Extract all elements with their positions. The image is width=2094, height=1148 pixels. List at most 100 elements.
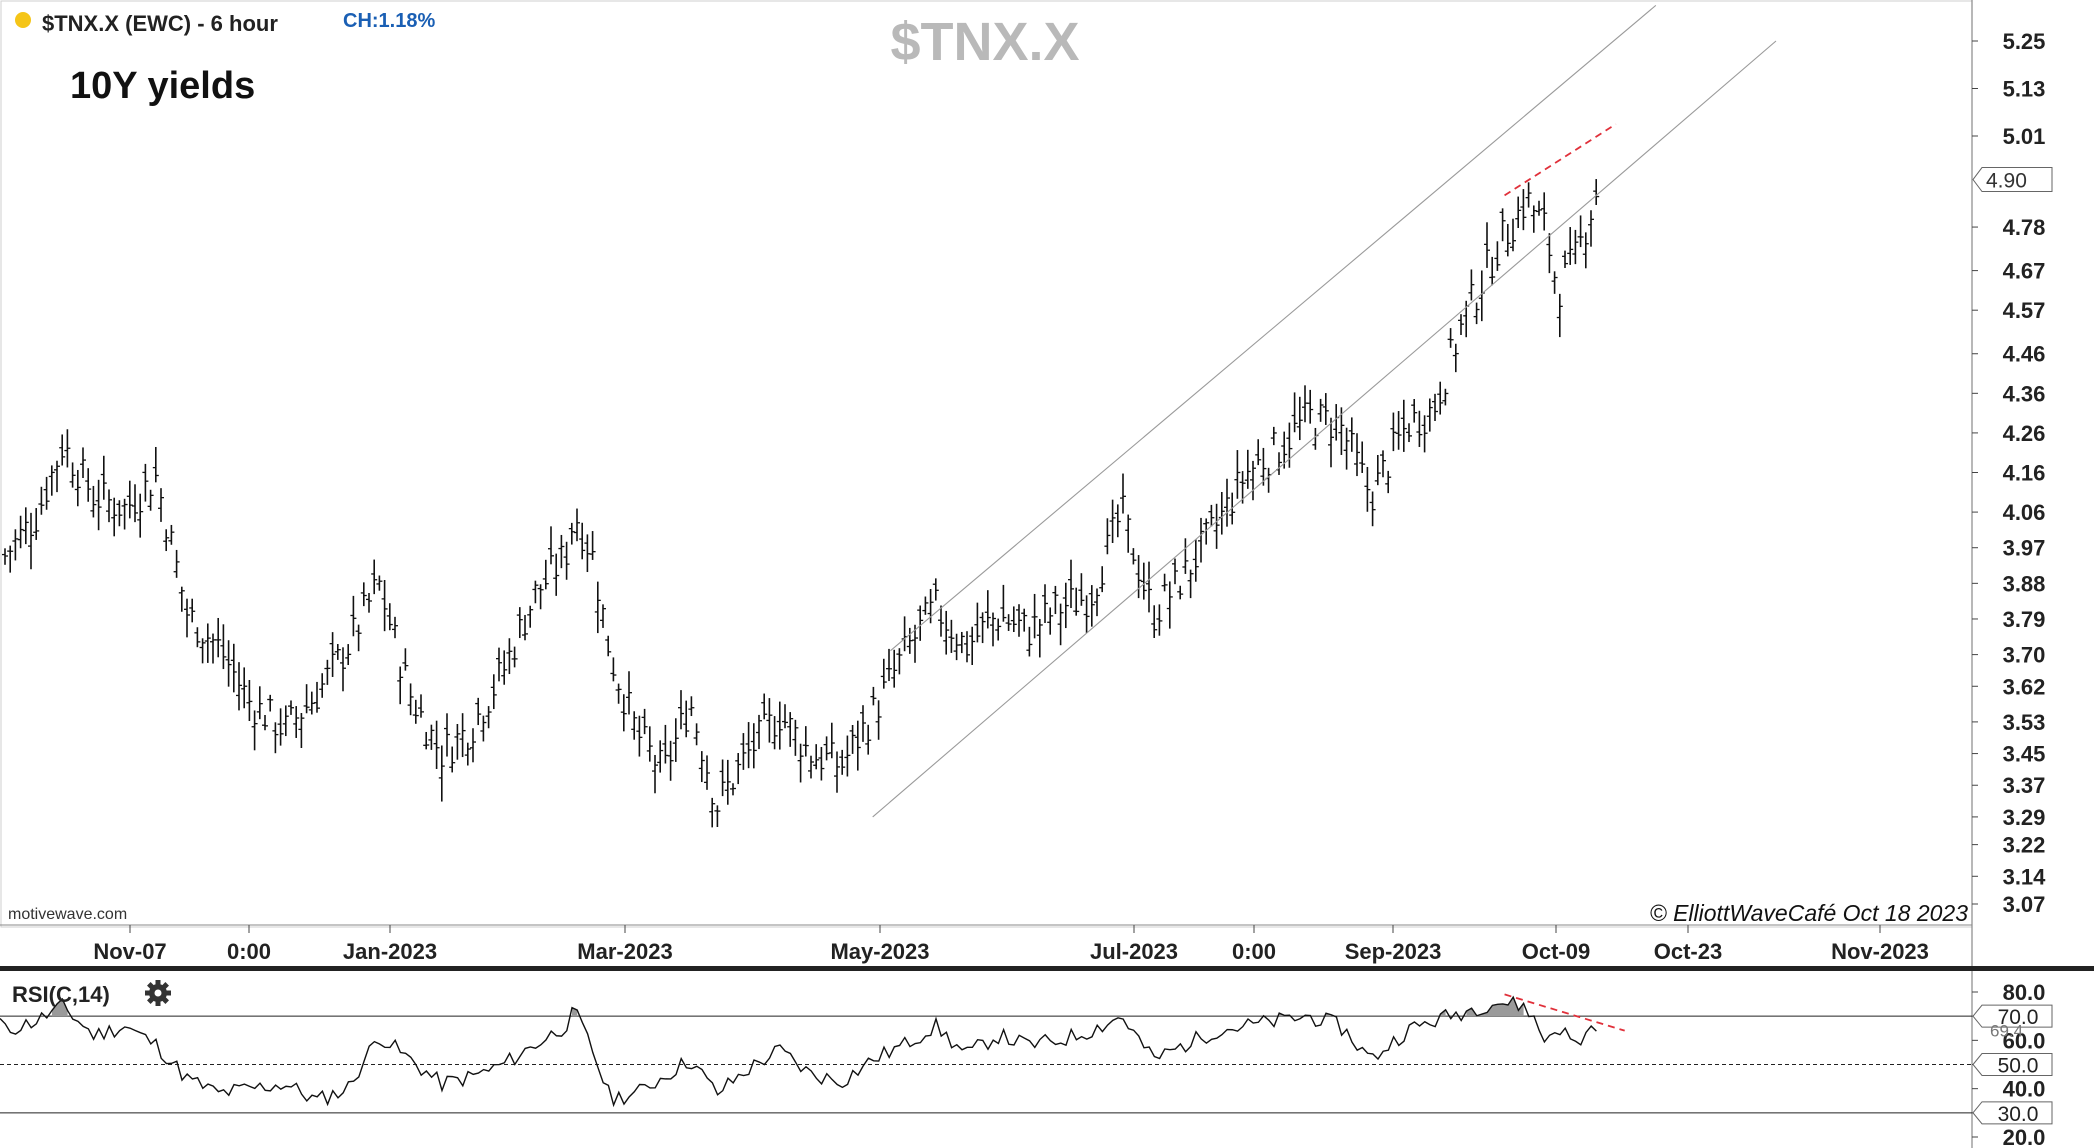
price-bar [215,617,222,658]
price-bar [142,463,149,502]
price-bar [1000,584,1007,622]
channel-lower-line[interactable] [872,40,1777,818]
price-bar [953,633,960,661]
price-tick-label: 3.37 [2003,773,2046,798]
pane-separator[interactable] [0,966,2094,971]
price-bar [672,718,679,762]
price-bar [1359,441,1366,473]
change-label: CH:1.18% [343,10,435,32]
time-tick-label: Sep-2023 [1345,939,1442,964]
price-bar [251,710,258,751]
price-bar [1562,250,1568,268]
price-bar [1458,314,1464,335]
price-bar [340,647,346,692]
rsi-divergence-line[interactable] [1504,993,1625,1032]
price-bar [620,694,627,732]
time-tick-label: Jul-2023 [1090,939,1178,964]
price-tick-label: 4.78 [2003,215,2046,240]
price-axis[interactable]: 5.25 5.13 5.01 4.78 4.67 4.57 4.46 4.36 4.26 4.16… [1972,29,2046,917]
price-bar [1588,210,1594,247]
price-bar [386,603,393,631]
price-bar [761,693,768,720]
price-bar [667,740,674,781]
time-tick-label: Mar-2023 [577,939,672,964]
price-bar [1416,410,1423,447]
price-bar [314,681,320,713]
symbol-label[interactable]: $TNX.X (EWC) - 6 hour [42,11,278,36]
price-bar [1016,604,1022,637]
time-axis[interactable]: Nov-07 0:00 Jan-2023 Mar-2023 May-2023 Jul-20… [93,925,1929,964]
divergence-resistance-line[interactable] [1504,123,1617,197]
price-bar [834,751,840,793]
price-bar [584,534,591,573]
price-tick-label: 5.13 [2003,77,2046,102]
price-bar [199,638,206,664]
price-bar [974,602,981,643]
price-bar [1042,584,1048,623]
price-bar [1567,227,1574,265]
rsi-title[interactable]: RSI(C,14) [12,982,110,1007]
price-bar [272,722,279,754]
price-bar [901,616,908,652]
price-bar [600,604,606,628]
price-bar [532,580,539,604]
price-bar [194,627,201,648]
price-bar [106,489,112,523]
price-bar [1026,626,1033,657]
price-bar [1073,587,1080,616]
price-bar [230,643,237,693]
price-bar [116,500,123,527]
price-bar [912,624,918,663]
rsi-last-value: 69.4 [1990,1022,2023,1041]
rsi-tick-label: 60.0 [2003,1028,2046,1053]
time-tick-label: 0:00 [1232,939,1276,964]
price-bar [43,476,50,510]
price-bar [553,553,560,596]
price-bar [1177,585,1184,600]
gear-icon[interactable] [145,980,171,1006]
price-bar [558,534,565,569]
price-pane-frame [0,0,1973,928]
price-bar [1068,559,1074,609]
price-bar [1120,473,1126,514]
price-bar [1005,614,1012,631]
price-bar [1239,471,1246,504]
price-bar [1302,385,1308,423]
price-bar [860,705,866,742]
price-bar [589,531,596,560]
rsi-level-box-label: 50.0 [1998,1055,2039,1078]
price-bar [1010,606,1017,632]
rsi-tick-label: 80.0 [2003,980,2046,1005]
price-tick-label: 3.22 [2003,833,2046,858]
price-bar [735,753,742,785]
price-bar [1515,196,1522,229]
price-bar [527,605,534,628]
price-bar [1213,503,1220,549]
price-bar [1348,417,1355,452]
price-bar [345,644,352,665]
price-bar [433,720,440,769]
price-bar [1286,422,1293,468]
price-bar [1244,449,1251,489]
price-bar [1525,182,1532,208]
price-bar [657,740,664,773]
price-bar [969,626,976,666]
price-bar [64,429,71,468]
price-bar [80,447,86,478]
price-bar [69,462,76,488]
price-bar [1468,269,1475,301]
price-bar [1224,478,1230,527]
price-bar [1484,222,1490,268]
price-bar [7,545,14,573]
price-bar [574,508,580,542]
price-tick-label: 3.53 [2003,710,2046,735]
price-bar [168,524,175,545]
price-bar [501,650,508,685]
price-bar [475,697,482,726]
price-bar [1432,393,1438,422]
source-label[interactable]: motivewave.com [8,906,127,923]
channel-upper-line[interactable] [890,4,1657,652]
price-bar [423,731,430,750]
price-bar [1140,562,1147,600]
price-bar [730,783,736,796]
